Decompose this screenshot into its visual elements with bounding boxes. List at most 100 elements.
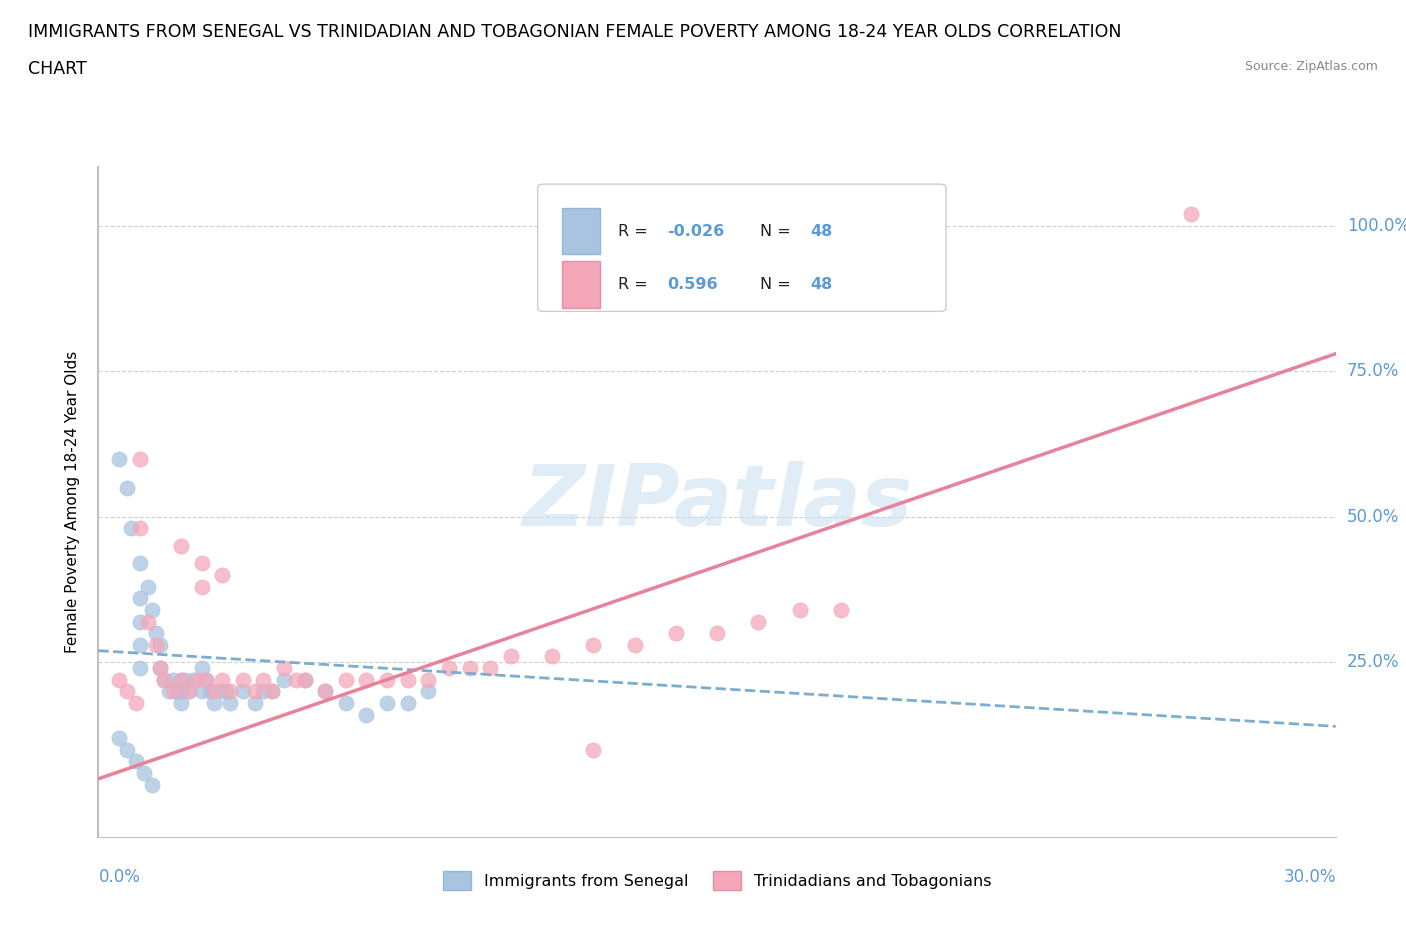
FancyBboxPatch shape (537, 184, 946, 312)
Point (418, 672, 440, 687)
Point (186, 672, 208, 687)
Point (211, 567, 233, 582)
Point (170, 684, 193, 698)
Point (194, 672, 217, 687)
Text: 0.596: 0.596 (668, 277, 718, 292)
Text: CHART: CHART (28, 60, 87, 78)
Point (273, 660, 295, 675)
Text: 30.0%: 30.0% (1284, 868, 1336, 885)
Point (128, 637, 150, 652)
Point (479, 660, 502, 675)
Point (252, 684, 274, 698)
Point (181, 672, 204, 687)
Point (243, 696, 266, 711)
Point (273, 672, 295, 687)
Point (190, 579, 212, 594)
Point (335, 672, 357, 687)
Point (190, 660, 212, 675)
Point (314, 684, 336, 698)
Point (190, 556, 212, 571)
Point (260, 684, 283, 698)
Text: 0.0%: 0.0% (98, 868, 141, 885)
Point (243, 684, 266, 698)
Point (108, 451, 131, 466)
Point (128, 591, 150, 605)
Point (136, 614, 159, 629)
Point (396, 696, 419, 711)
Text: 100.0%: 100.0% (1347, 217, 1406, 234)
Text: 75.0%: 75.0% (1347, 362, 1399, 380)
Legend: Immigrants from Senegal, Trinidadians and Tobagonians: Immigrants from Senegal, Trinidadians an… (436, 865, 998, 896)
Point (128, 521, 150, 536)
Point (157, 684, 180, 698)
Point (128, 451, 150, 466)
Point (108, 672, 131, 687)
Point (232, 672, 254, 687)
Text: R =: R = (619, 223, 652, 238)
Point (260, 684, 283, 698)
Point (194, 672, 217, 687)
Point (128, 614, 150, 629)
Point (145, 637, 167, 652)
Y-axis label: Female Poverty Among 18-24 Year Olds: Female Poverty Among 18-24 Year Olds (65, 352, 80, 654)
Text: 25.0%: 25.0% (1347, 653, 1399, 671)
Text: N =: N = (761, 277, 796, 292)
Point (541, 649, 564, 664)
Point (170, 696, 193, 711)
FancyBboxPatch shape (562, 207, 599, 255)
Point (117, 684, 139, 698)
Point (582, 637, 605, 652)
Point (120, 521, 142, 536)
Point (149, 637, 172, 652)
Point (128, 556, 150, 571)
Point (124, 754, 146, 769)
Point (179, 684, 201, 698)
Point (211, 672, 233, 687)
Text: ZIPatlas: ZIPatlas (522, 460, 912, 544)
Point (375, 672, 398, 687)
Point (108, 731, 131, 746)
Point (162, 672, 184, 687)
Point (170, 672, 193, 687)
Text: Source: ZipAtlas.com: Source: ZipAtlas.com (1244, 60, 1378, 73)
Text: 48: 48 (810, 223, 832, 238)
Point (252, 672, 274, 687)
Point (145, 626, 167, 641)
Point (149, 660, 172, 675)
Point (179, 684, 201, 698)
Point (149, 660, 172, 675)
Point (153, 672, 176, 687)
Point (141, 603, 163, 618)
Point (198, 684, 221, 698)
Point (170, 538, 193, 553)
Point (582, 742, 605, 757)
Point (396, 672, 419, 687)
Point (458, 660, 481, 675)
Point (136, 579, 159, 594)
Point (285, 672, 308, 687)
Text: R =: R = (619, 277, 652, 292)
Text: 50.0%: 50.0% (1347, 508, 1399, 525)
Point (789, 603, 811, 618)
Point (141, 777, 163, 792)
Point (219, 696, 242, 711)
Text: -0.026: -0.026 (668, 223, 725, 238)
Point (418, 684, 440, 698)
Point (202, 684, 225, 698)
Point (174, 672, 197, 687)
Point (124, 696, 146, 711)
Point (232, 684, 254, 698)
Point (219, 684, 242, 698)
Point (215, 684, 238, 698)
Point (170, 672, 193, 687)
Point (132, 765, 155, 780)
Point (437, 660, 460, 675)
Point (202, 696, 225, 711)
Point (128, 660, 150, 675)
Point (830, 603, 852, 618)
Point (499, 649, 522, 664)
Point (211, 684, 233, 698)
Point (166, 684, 188, 698)
Point (375, 696, 398, 711)
Point (747, 614, 769, 629)
